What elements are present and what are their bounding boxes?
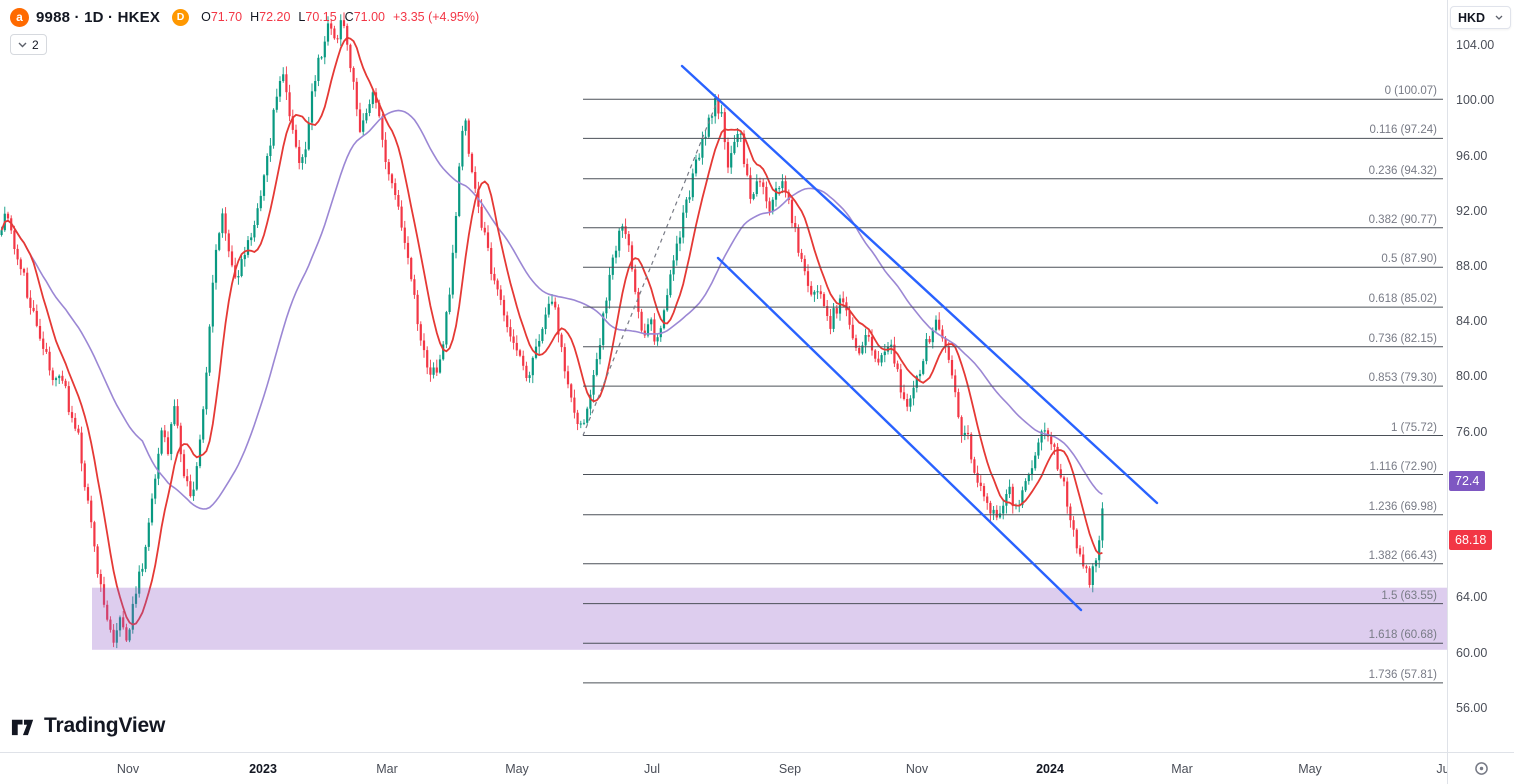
indicators-collapse-button[interactable]: 2 bbox=[10, 34, 47, 55]
time-axis-label: Sep bbox=[778, 762, 802, 776]
chart-legend: a 9988 · 1D · HKEX D O71.70 H72.20 L70.1… bbox=[10, 7, 479, 55]
high-value: 72.20 bbox=[259, 10, 291, 24]
fib-level-label: 0.736 (82.15) bbox=[1368, 332, 1437, 345]
fib-level-label: 1 (75.72) bbox=[1390, 421, 1437, 434]
chart-plot-area[interactable]: 0 (100.07) 0.116 (97.24) 0.236 (94.32) 0.38… bbox=[0, 0, 1447, 752]
axis-settings-icon[interactable] bbox=[1474, 761, 1489, 776]
ohlc-values: O71.70 H72.20 L70.15 C71.00 +3.35 (+4.95… bbox=[201, 10, 479, 24]
close-value: 71.00 bbox=[353, 10, 385, 24]
fib-level-label: 1.236 (69.98) bbox=[1368, 500, 1437, 513]
symbol-title[interactable]: 9988 · 1D · HKEX bbox=[36, 8, 161, 26]
fib-level-label: 1.5 (63.55) bbox=[1381, 589, 1437, 602]
axis-corner bbox=[1447, 752, 1514, 784]
time-axis-label: 2023 bbox=[249, 762, 277, 776]
currency-dropdown[interactable]: HKD bbox=[1450, 6, 1511, 29]
time-axis-label: May bbox=[505, 762, 529, 776]
tradingview-watermark[interactable]: TradingView bbox=[10, 712, 165, 739]
time-axis[interactable]: Nov 2023 Mar May Jul Sep Nov 2024 Mar May Ju bbox=[0, 752, 1447, 784]
price-axis-label: 64.00 bbox=[1456, 590, 1488, 605]
price-axis-label: 88.00 bbox=[1456, 259, 1488, 273]
price-axis-label: 104.00 bbox=[1456, 38, 1495, 52]
price-axis-label: 92.00 bbox=[1456, 203, 1488, 218]
candlestick-chart[interactable] bbox=[0, 0, 1447, 752]
symbol-logo-icon: a bbox=[10, 7, 29, 27]
price-axis-label: 96.00 bbox=[1456, 148, 1488, 163]
fib-level-label: 0.236 (94.32) bbox=[1368, 164, 1437, 177]
fib-level-label: 1.618 (60.68) bbox=[1368, 629, 1437, 642]
fib-level-label: 0 (100.07) bbox=[1384, 85, 1437, 98]
price-axis-label: 84.00 bbox=[1456, 314, 1488, 329]
highlight-zone[interactable] bbox=[92, 587, 1447, 650]
fib-level-label: 1.116 (72.90) bbox=[1369, 460, 1437, 473]
low-value: 70.15 bbox=[305, 10, 337, 24]
ma-slow-line bbox=[0, 109, 1103, 510]
price-badge: 68.18 bbox=[1449, 529, 1493, 550]
close-label: C bbox=[344, 10, 354, 24]
open-label: O bbox=[201, 10, 211, 24]
fib-level-label: 0.5 (87.90) bbox=[1381, 253, 1437, 266]
time-axis-label: Nov bbox=[116, 762, 140, 776]
low-label: L bbox=[298, 10, 306, 24]
fib-level-label: 0.618 (85.02) bbox=[1368, 293, 1437, 306]
high-label: H bbox=[250, 10, 260, 24]
price-axis-label: 80.00 bbox=[1456, 369, 1488, 384]
price-axis-label: 56.00 bbox=[1456, 700, 1488, 715]
chevron-down-icon bbox=[18, 42, 27, 47]
tradingview-logo-icon bbox=[11, 719, 34, 736]
open-value: 71.70 bbox=[210, 10, 243, 24]
price-badge: 72.4 bbox=[1449, 471, 1486, 492]
fib-level-label: 0.116 (97.24) bbox=[1369, 124, 1437, 137]
change-value: +3.35 (+4.95%) bbox=[392, 10, 480, 24]
time-axis-label: May bbox=[1298, 762, 1322, 776]
fib-level-label: 1.736 (57.81) bbox=[1368, 668, 1437, 681]
indicators-row: 2 bbox=[10, 34, 479, 55]
price-axis[interactable]: 104.00 100.00 96.00 92.00 88.00 84.00 80.00 76.… bbox=[1447, 0, 1514, 752]
time-axis-label: Nov bbox=[905, 762, 929, 776]
time-axis-label: Ju bbox=[1436, 762, 1447, 776]
time-axis-label: Mar bbox=[1171, 762, 1193, 776]
symbol-info-row: a 9988 · 1D · HKEX D O71.70 H72.20 L70.1… bbox=[10, 7, 479, 27]
price-axis-label: 100.00 bbox=[1456, 93, 1495, 108]
ma-fast-line bbox=[0, 36, 1103, 626]
price-axis-label: 60.00 bbox=[1456, 645, 1488, 660]
time-axis-label: Mar bbox=[376, 762, 398, 776]
delayed-data-badge[interactable]: D bbox=[172, 8, 190, 26]
chevron-down-icon bbox=[1495, 15, 1503, 20]
tradingview-logo-text: TradingView bbox=[44, 713, 166, 737]
price-axis-label: 76.00 bbox=[1456, 424, 1488, 439]
candles-series bbox=[0, 12, 1104, 649]
fib-level-label: 0.853 (79.30) bbox=[1368, 372, 1437, 385]
time-axis-label: 2024 bbox=[1036, 762, 1064, 776]
fib-level-label: 1.382 (66.43) bbox=[1368, 549, 1437, 562]
indicators-count: 2 bbox=[32, 37, 39, 52]
currency-label: HKD bbox=[1458, 10, 1486, 25]
fib-level-label: 0.382 (90.77) bbox=[1368, 213, 1437, 226]
time-axis-label: Jul bbox=[644, 762, 660, 776]
trend-channel[interactable] bbox=[680, 64, 1159, 612]
